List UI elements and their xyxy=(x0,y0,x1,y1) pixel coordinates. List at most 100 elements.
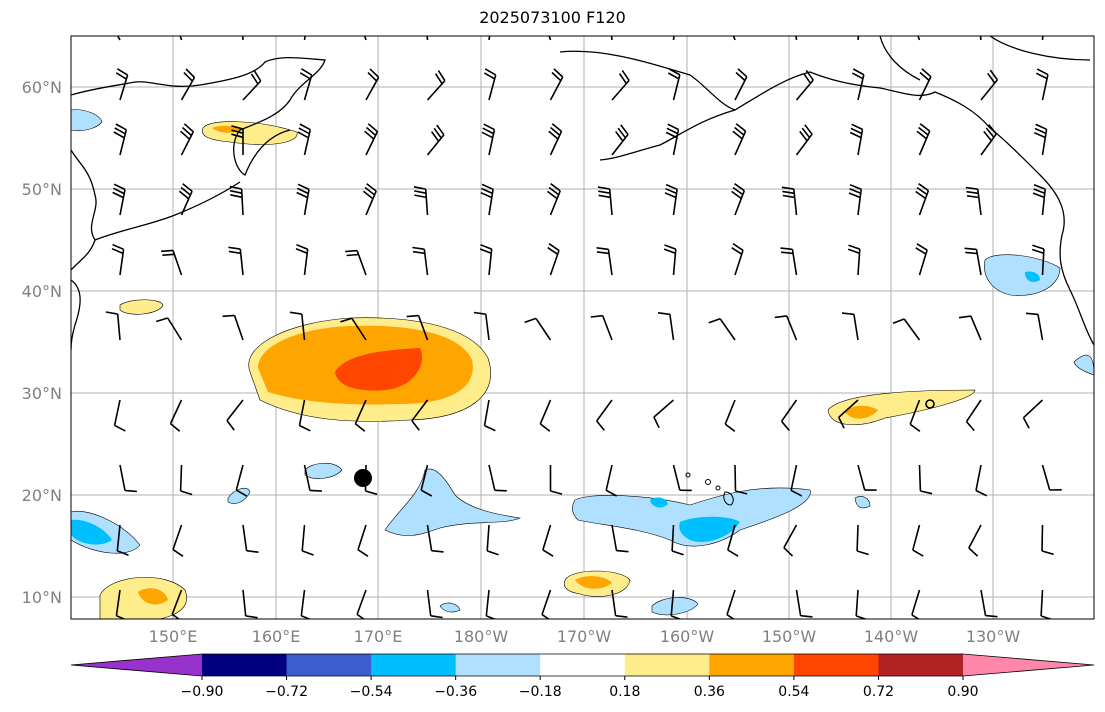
wind-barb xyxy=(426,70,446,101)
colorbar-tick-label: 0.72 xyxy=(863,684,894,700)
colorbar-segment xyxy=(286,654,372,676)
wind-barb xyxy=(857,464,877,491)
wind-barb xyxy=(780,399,798,432)
wind-barb xyxy=(1033,123,1048,156)
wind-barb xyxy=(547,183,561,216)
longitude-label: 170°W xyxy=(557,627,612,646)
wind-barb xyxy=(357,524,369,557)
wind-barb xyxy=(299,68,313,101)
longitude-label: 160°E xyxy=(252,627,301,646)
wind-barb xyxy=(847,244,861,276)
wind-barb xyxy=(345,249,367,276)
wind-barb xyxy=(790,464,803,497)
wind-barb xyxy=(426,524,444,553)
wind-barb xyxy=(298,399,311,432)
colorbar-tick-label: 0.54 xyxy=(778,684,809,700)
wind-barb xyxy=(300,589,312,619)
wind-barb xyxy=(918,68,932,101)
wind-barb xyxy=(297,123,312,156)
latitude-label: 30°N xyxy=(22,384,62,403)
colorbar-tick-label: 0.18 xyxy=(609,684,640,700)
wind-barb xyxy=(596,247,613,276)
wind-barb xyxy=(964,247,982,276)
wind-barb xyxy=(667,68,681,101)
wind-barb xyxy=(486,524,499,556)
wind-barb xyxy=(849,123,864,156)
coastlines xyxy=(71,36,1094,351)
wind-barb xyxy=(605,464,618,497)
wind-barb xyxy=(841,312,859,341)
wind-barb xyxy=(228,246,244,276)
wind-barb xyxy=(795,589,813,618)
wind-barb xyxy=(222,314,244,341)
longitude-label: 170°E xyxy=(354,627,403,646)
wind-barb xyxy=(597,186,613,216)
position-circle-marker xyxy=(925,399,935,409)
wind-barb xyxy=(539,399,552,432)
latitude-labels: 60°N 50°N 40°N 30°N 20°N 10°N xyxy=(22,78,62,607)
wind-barb xyxy=(295,243,309,276)
wind-barb xyxy=(179,464,193,496)
colorbar-segment xyxy=(793,654,879,676)
wind-barb xyxy=(549,465,563,495)
wind-barb xyxy=(848,183,862,216)
colorbar-segment xyxy=(709,654,795,676)
wind-barb xyxy=(289,311,306,341)
wind-barb xyxy=(731,243,744,276)
wind-barb xyxy=(611,69,630,101)
longitude-label: 150°E xyxy=(149,627,198,646)
wind-barb xyxy=(671,524,684,556)
storm-center-marker xyxy=(354,469,372,487)
wind-barb xyxy=(242,524,259,553)
wind-barb xyxy=(426,589,443,619)
wind-barb xyxy=(356,589,367,619)
longitude-label: 140°W xyxy=(864,627,919,646)
wind-barb xyxy=(657,312,675,341)
wind-barb xyxy=(980,69,999,101)
wind-barb xyxy=(226,399,244,431)
wind-barb xyxy=(115,68,129,101)
wind-barb xyxy=(1031,244,1045,276)
wind-barb xyxy=(296,183,310,216)
wind-barb xyxy=(1041,524,1054,556)
longitude-label: 180°W xyxy=(454,627,509,646)
wind-barb xyxy=(732,123,747,156)
wind-barb xyxy=(653,399,675,429)
wind-barb xyxy=(1041,464,1062,491)
wind-barb xyxy=(231,125,244,155)
wind-barb xyxy=(303,464,322,492)
wind-barb xyxy=(795,69,814,101)
wind-barb xyxy=(105,311,121,341)
wind-barbs xyxy=(105,36,1062,619)
wind-barb xyxy=(892,318,921,341)
wind-barb xyxy=(611,124,629,156)
longitude-label: 130°W xyxy=(966,627,1021,646)
latitude-label: 50°N xyxy=(22,180,62,199)
wind-barb xyxy=(708,317,736,341)
wind-barb xyxy=(968,524,982,557)
wind-barb xyxy=(670,589,683,619)
wind-barb xyxy=(229,185,244,216)
colorbar-segment xyxy=(202,654,288,676)
wind-barb xyxy=(611,589,628,618)
wind-barb xyxy=(473,311,490,341)
wind-barb xyxy=(1035,68,1049,101)
wind-barb xyxy=(734,68,748,101)
wind-barb xyxy=(856,524,869,556)
wind-barb xyxy=(726,589,736,619)
colorbar-segment xyxy=(371,654,457,676)
longitude-label: 160°W xyxy=(660,627,715,646)
wind-barb xyxy=(411,399,429,431)
wind-barb xyxy=(479,244,493,276)
wind-barb xyxy=(488,36,491,41)
wind-barb xyxy=(727,524,739,557)
wind-barb xyxy=(161,249,183,276)
colorbar-tick-label: 0.36 xyxy=(694,684,725,700)
wind-barb xyxy=(426,124,445,156)
wind-barb xyxy=(1022,399,1044,429)
wind-barb xyxy=(724,399,736,432)
wind-barb xyxy=(116,524,129,556)
wind-barb xyxy=(912,524,924,557)
wind-barb xyxy=(542,524,554,557)
